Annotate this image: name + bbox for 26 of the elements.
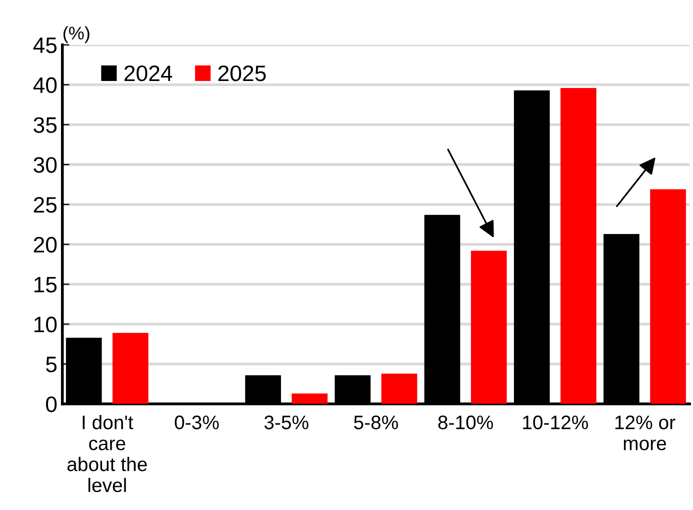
y-tick-label: 25 [34,196,57,213]
y-tick-label: 10 [34,316,57,332]
bar [470,250,507,404]
y-axis-title: (%) [63,26,90,44]
y-tick-label: 15 [34,277,57,293]
y-tick-label: 20 [34,236,57,253]
bar [292,394,328,404]
y-tick-label: 35 [34,117,57,133]
bar [381,374,418,404]
x-tick-label: 10-12% [523,416,588,430]
y-tick-label: 45 [33,38,57,54]
legend-label: 2024 [124,65,172,82]
x-tick-label: 12% or more [615,416,676,450]
x-tick-label: I don't care about the level [67,415,147,492]
x-tick-label: 5-8% [354,416,398,430]
bar [560,88,596,404]
x-tick-label: 0-3% [174,416,219,430]
x-tick-label: 3-5% [264,416,308,430]
bar [650,189,686,404]
y-tick-label: 40 [33,77,57,94]
x-tick-label: 8-10% [438,416,493,430]
bar [112,332,148,404]
y-tick-label: 0 [46,396,57,412]
y-tick-label: 30 [34,157,57,173]
y-tick-label: 5 [46,356,57,372]
legend-label: 2025 [218,65,266,82]
